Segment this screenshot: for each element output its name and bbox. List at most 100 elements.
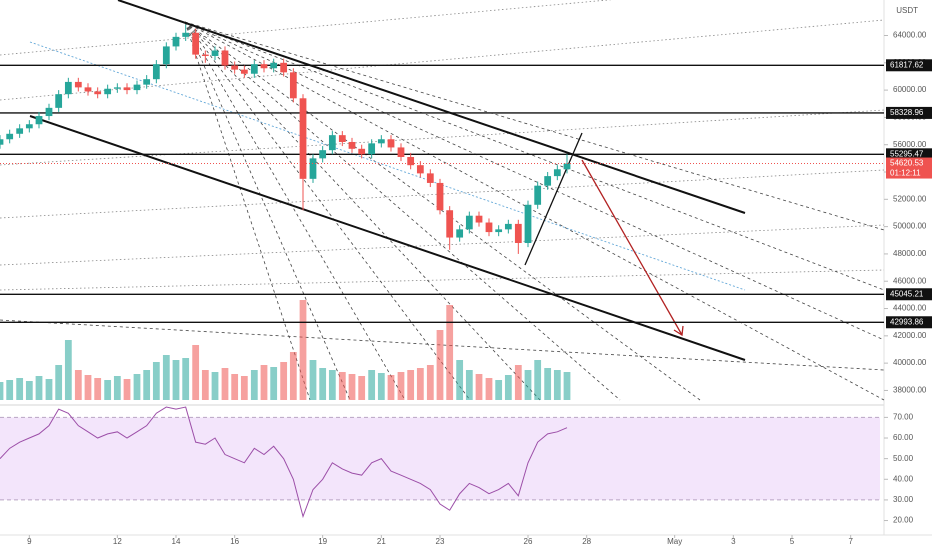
volume-bar	[416, 368, 424, 400]
candle-body	[0, 139, 4, 145]
candle-body	[25, 124, 33, 129]
candle-body	[563, 163, 571, 170]
fan-line	[184, 21, 406, 401]
volume-bar	[504, 375, 512, 400]
x-tick-label: 16	[230, 537, 239, 546]
volume-bar	[377, 373, 385, 400]
volume-bar	[74, 370, 82, 400]
x-tick-label: 28	[582, 537, 591, 546]
level-label: 45045.21	[890, 289, 924, 298]
y-tick-label: 56000.00	[893, 140, 927, 149]
volume-bar	[104, 380, 112, 400]
volume-bar	[348, 374, 356, 400]
volume-bar	[94, 378, 102, 400]
rsi-band	[0, 417, 880, 500]
volume-bar	[524, 370, 532, 400]
y-tick-label: 60000.00	[893, 85, 927, 94]
rsi-tick-label: 40.00	[893, 474, 914, 483]
candle-body	[123, 87, 131, 91]
volume-bar	[407, 370, 415, 400]
volume-bar	[113, 376, 121, 400]
y-tick-label: 64000.00	[893, 31, 927, 40]
rsi-tick-label: 60.00	[893, 433, 914, 442]
volume-bar	[0, 382, 4, 400]
candle-body	[407, 156, 415, 166]
candle-body	[162, 46, 170, 65]
candle-body	[456, 229, 464, 238]
volume-bar	[162, 355, 170, 400]
volume-bar	[240, 376, 248, 400]
volume-bar	[280, 362, 288, 400]
x-tick-label: 7	[848, 537, 853, 546]
currency-label: USDT	[896, 6, 918, 15]
volume-bar	[270, 367, 278, 400]
candle-body	[387, 139, 395, 148]
candle-body	[143, 79, 151, 85]
fan-line	[184, 21, 885, 231]
volume-bar	[563, 372, 571, 400]
volume-bar	[456, 360, 464, 400]
level-label: 55295.47	[890, 149, 924, 158]
candle-body	[201, 54, 209, 56]
candle-body	[64, 81, 72, 95]
y-tick-label: 42000.00	[893, 331, 927, 340]
candle-body	[113, 87, 121, 89]
volume-bar	[250, 370, 258, 400]
parallel-line	[0, 224, 885, 266]
candle-body	[514, 223, 522, 244]
volume-bar	[358, 376, 366, 400]
x-tick-label: 5	[790, 537, 795, 546]
candle-body	[133, 84, 141, 91]
x-tick-label: 26	[524, 537, 533, 546]
x-tick-label: 19	[318, 537, 327, 546]
volume-bar	[534, 360, 542, 400]
volume-bar	[514, 365, 522, 400]
last-price-tag	[886, 157, 932, 179]
x-tick-label: May	[667, 537, 682, 546]
candle-body	[231, 65, 239, 70]
volume-bar	[123, 379, 131, 400]
rsi-tick-label: 30.00	[893, 495, 914, 504]
candle-body	[289, 72, 297, 99]
volume-bar	[260, 365, 268, 400]
level-label: 61817.62	[890, 60, 924, 69]
candle-body	[524, 204, 532, 244]
level-tag	[886, 59, 932, 72]
candle-body	[368, 143, 376, 155]
candle-body	[309, 158, 317, 179]
fan-line	[184, 21, 885, 401]
candle-body	[328, 135, 336, 151]
y-tick-label: 44000.00	[893, 304, 927, 313]
volume-bar	[152, 362, 160, 400]
fan-line	[184, 21, 351, 401]
volume-bar	[211, 372, 219, 400]
volume-bar	[201, 370, 209, 400]
candle-body	[172, 36, 180, 47]
fan-line	[184, 21, 541, 401]
rsi-tick-label: 70.00	[893, 412, 914, 421]
candle-body	[495, 229, 503, 233]
candle-body	[270, 62, 278, 69]
candle-body	[299, 98, 307, 179]
level-label: 42993.86	[890, 317, 924, 326]
candle-body	[446, 210, 454, 238]
level-tag	[886, 148, 932, 161]
candle-body	[104, 88, 112, 95]
candle-body	[544, 176, 552, 186]
volume-bar	[553, 370, 561, 400]
candle-body	[192, 32, 200, 55]
fan-line	[184, 21, 311, 401]
candle-body	[16, 128, 24, 134]
candle-body	[534, 185, 542, 205]
volume-bar	[25, 381, 33, 400]
rsi-line	[0, 406, 568, 519]
volume-bar	[192, 345, 200, 400]
candle-body	[397, 147, 405, 157]
candle-body	[94, 91, 102, 95]
candle-body	[553, 169, 561, 177]
volume-bar	[182, 358, 190, 400]
candle-body	[45, 107, 53, 117]
fan-line	[184, 21, 701, 401]
candle-body	[211, 50, 219, 56]
volume-bar	[35, 376, 43, 400]
